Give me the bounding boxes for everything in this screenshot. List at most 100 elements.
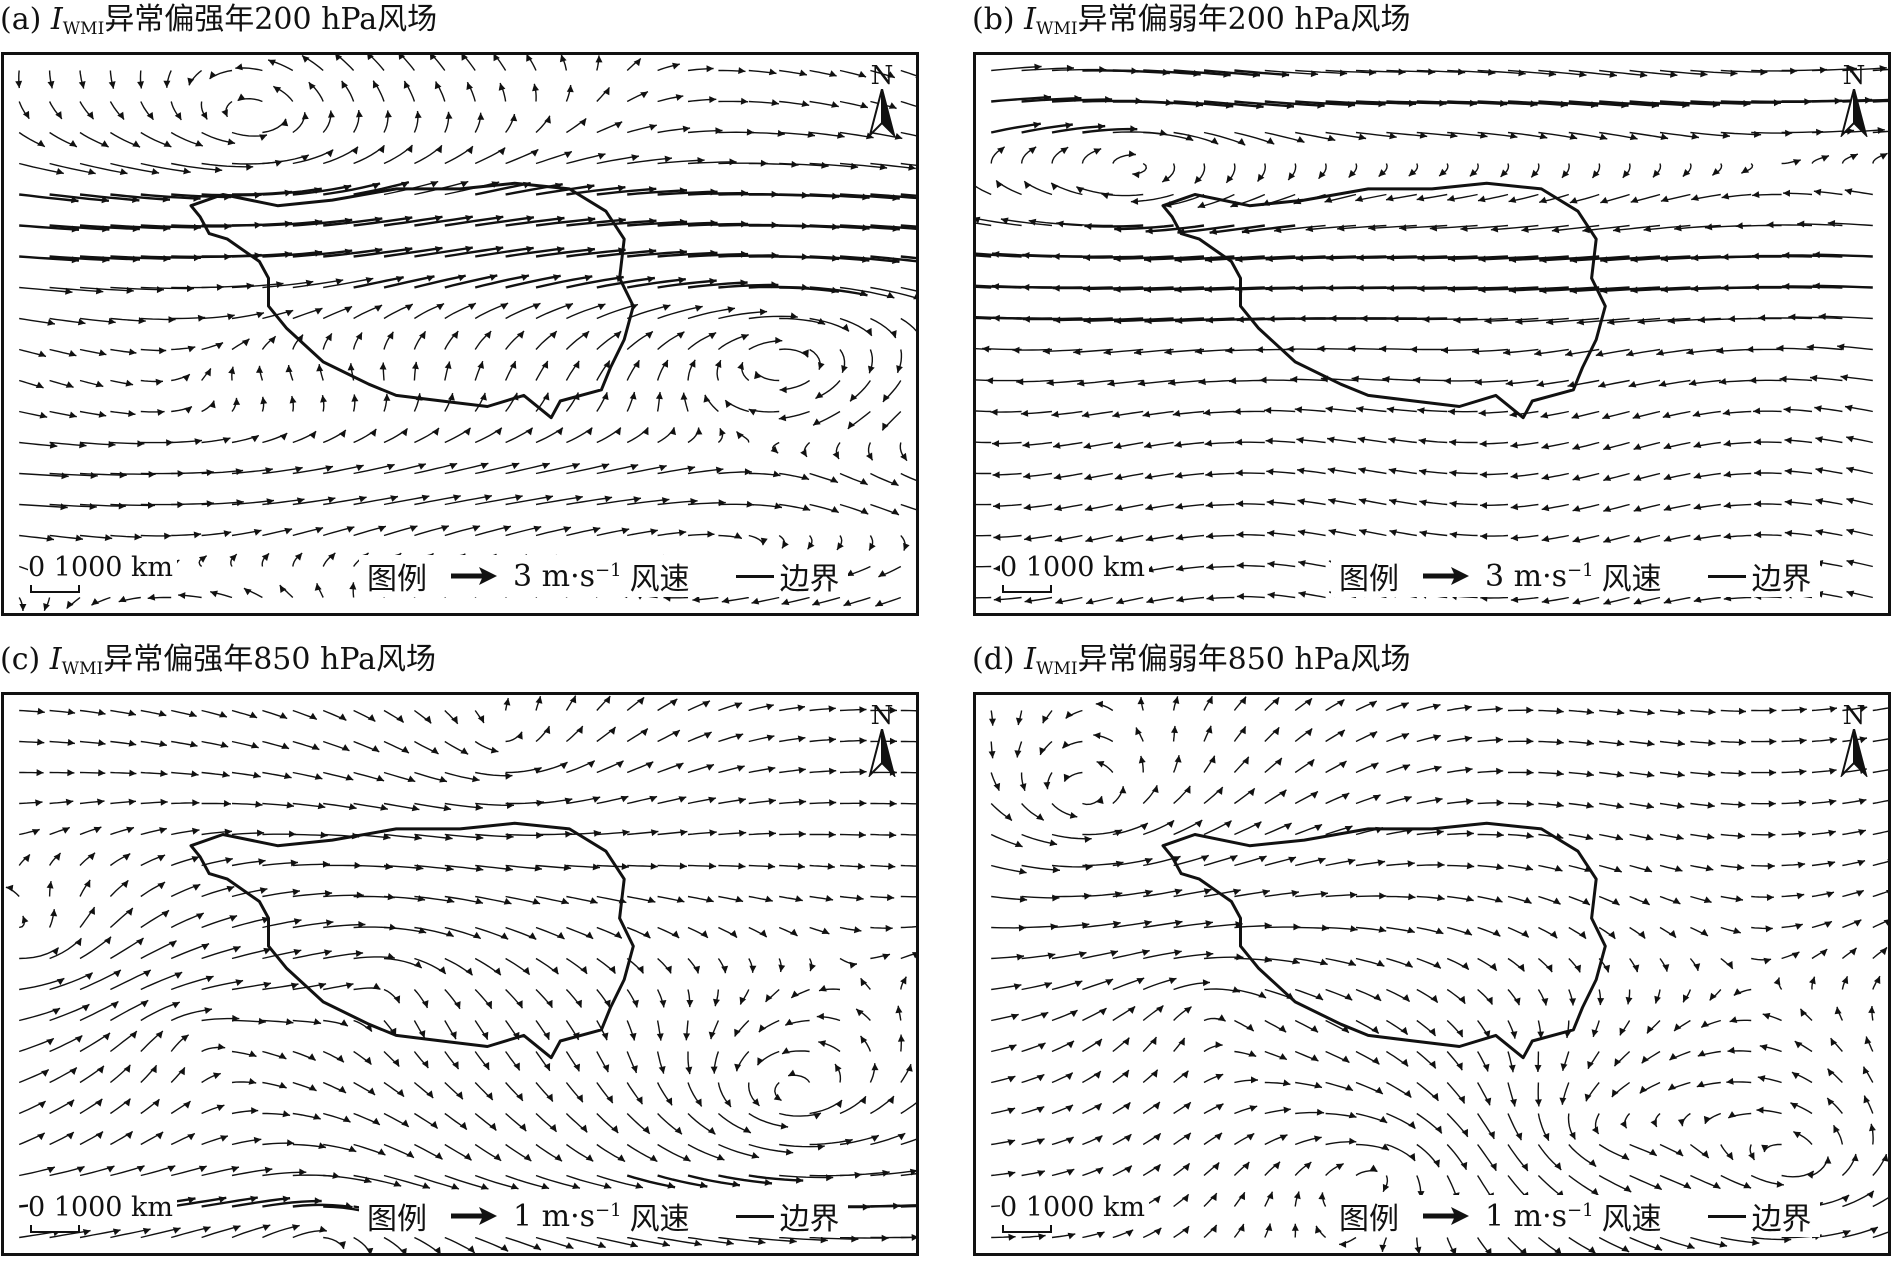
wind-arrowhead [1712,168,1720,176]
wind-streamline [991,65,1042,72]
wind-arrowhead [1429,1060,1436,1069]
wind-arrowhead [1388,437,1396,444]
wind-arrowhead [1571,412,1580,419]
wind-arrowhead [1168,977,1177,985]
wind-arrowhead [752,1098,760,1106]
wind-arrowhead [1638,930,1646,939]
wind-arrowhead [1490,225,1499,233]
wind-streamline [79,255,141,261]
wind-arrowhead [95,1131,104,1139]
wind-arrowhead [1515,1132,1523,1141]
wind-streamline [1477,100,1538,106]
wind-arrowhead [159,827,167,834]
wind-arrowhead [1203,408,1211,416]
wind-arrowhead [325,333,332,342]
wind-arrowhead [576,726,583,734]
wind-arrowhead [614,121,623,129]
wind-arrowhead [1054,535,1063,543]
wind-streamline [779,162,829,167]
wind-arrowhead [208,400,216,409]
wind-arrowhead [632,999,639,1008]
wind-arrowhead [587,246,595,254]
wind-arrowhead [1215,1041,1223,1049]
wind-arrowhead [1083,442,1092,450]
wind-streamline [1241,224,1296,234]
wind-arrowhead [379,362,387,370]
wind-arrowhead [896,365,903,373]
wind-arrowhead [1215,1103,1224,1111]
wind-streamline [566,275,624,289]
wind-arrowhead [1660,255,1669,263]
wind-arrowhead [631,154,639,162]
wind-arrowhead [1729,1016,1738,1023]
wind-arrowhead [414,833,422,841]
wind-arrowhead [597,303,606,311]
wind-streamline [596,497,642,506]
wind-arrowhead [1119,786,1127,794]
wind-arrowhead [1595,350,1604,357]
wind-arrowhead [1691,254,1699,262]
wind-arrowhead [885,924,893,932]
wind-streamline [1568,69,1617,77]
wind-arrowhead [1783,189,1790,197]
wind-streamline [171,1226,211,1239]
wind-arrowhead [74,938,82,947]
wind-arrowhead [446,896,455,904]
wind-arrowhead [1723,439,1732,447]
wind-arrowhead [319,1225,327,1233]
wind-streamline [1690,100,1751,105]
wind-arrowhead [61,472,69,480]
wind-arrowhead [714,360,722,368]
wind-arrowhead [1479,471,1487,479]
wind-arrowhead [1602,412,1611,419]
wind-arrowhead [328,110,335,118]
wind-streamline [718,1174,773,1185]
wind-arrowhead [630,464,639,471]
wind-arrowhead [393,1180,402,1187]
plateau-boundary [1161,821,1607,1060]
wind-arrowhead [888,102,897,109]
wind-streamline [201,1225,241,1239]
wind-arrowhead [95,1099,103,1107]
wind-arrowhead [500,1244,509,1252]
legend-wind-label: 风速 [1601,562,1662,597]
wind-arrowhead [355,950,364,957]
wind-arrowhead [868,365,875,374]
wind-streamline [1422,317,1478,321]
wind-arrowhead [1283,1106,1291,1114]
wind-arrowhead [1408,1121,1416,1129]
wind-arrowhead [493,1153,502,1161]
wind-arrowhead [780,1122,789,1130]
wind-arrowhead [1788,313,1796,321]
wind-arrowhead [1096,1232,1105,1239]
north-arrow-icon [1840,89,1868,137]
legend-arrow-icon [451,567,497,585]
wind-arrowhead [1609,71,1617,78]
wind-arrowhead [1603,964,1610,973]
wind-arrowhead [1417,254,1425,262]
wind-arrowhead [1355,195,1364,202]
wind-arrowhead [1738,769,1746,777]
wind-arrowhead [1205,501,1214,509]
wind-arrowhead [125,908,133,916]
wind-streamline [110,162,160,174]
wind-arrowhead [812,599,821,606]
wind-streamline [262,187,322,196]
wind-arrowhead [543,1063,551,1071]
wind-arrowhead [1249,1105,1258,1112]
wind-arrowhead [1621,1245,1630,1252]
wind-arrowhead [678,529,687,537]
wind-streamline [475,246,534,258]
wind-streamline [839,1095,867,1115]
wind-arrowhead [1095,1167,1104,1175]
wind-arrowhead [1171,725,1178,734]
wind-arrowhead [261,553,270,561]
wind-streamline [1234,100,1295,108]
wind-arrowhead [183,1101,191,1109]
wind-arrowhead [134,533,142,541]
legend: 图例 3 m·s−1 风速 边界 [359,555,848,597]
wind-arrowhead [1464,735,1473,743]
wind-arrowhead [396,714,404,723]
wind-arrowhead [1569,197,1578,204]
wind-arrowhead [1105,979,1114,986]
